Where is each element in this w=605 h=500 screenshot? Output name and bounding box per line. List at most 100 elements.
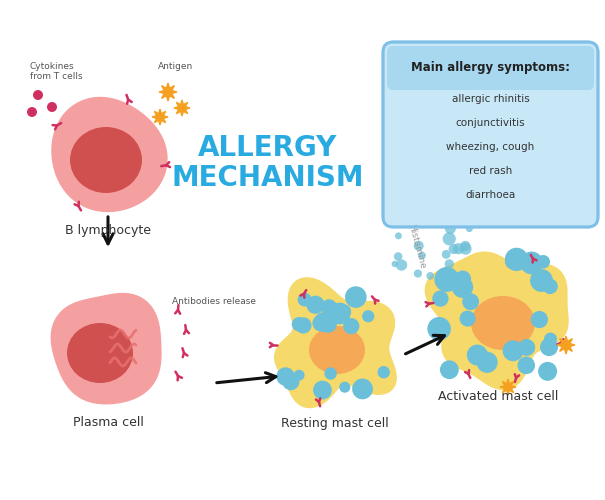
Circle shape (537, 255, 550, 268)
Circle shape (433, 290, 448, 306)
Circle shape (292, 317, 306, 332)
Circle shape (424, 210, 437, 222)
Text: Antibodies release: Antibodies release (172, 297, 256, 306)
Circle shape (544, 332, 557, 345)
Polygon shape (52, 98, 167, 212)
Circle shape (466, 226, 473, 232)
Ellipse shape (471, 296, 535, 350)
Circle shape (341, 306, 351, 318)
Circle shape (538, 362, 557, 381)
Polygon shape (557, 336, 575, 354)
Circle shape (391, 261, 398, 267)
Polygon shape (275, 278, 396, 407)
Polygon shape (174, 100, 190, 116)
Circle shape (33, 90, 43, 100)
Circle shape (314, 312, 334, 332)
Circle shape (517, 356, 535, 374)
Circle shape (442, 250, 451, 259)
Circle shape (47, 102, 57, 112)
Circle shape (531, 311, 548, 328)
Circle shape (414, 270, 422, 278)
Circle shape (518, 339, 535, 356)
Text: red rash: red rash (469, 166, 512, 176)
Circle shape (27, 107, 37, 117)
Circle shape (411, 206, 423, 218)
Circle shape (454, 270, 471, 287)
Circle shape (473, 349, 490, 366)
Circle shape (505, 254, 521, 269)
Circle shape (401, 215, 410, 224)
Circle shape (324, 368, 337, 380)
Ellipse shape (70, 127, 142, 193)
Circle shape (395, 232, 402, 239)
Circle shape (397, 212, 404, 219)
Circle shape (399, 212, 407, 219)
Text: Antigen: Antigen (158, 62, 193, 71)
Circle shape (396, 260, 407, 270)
FancyBboxPatch shape (387, 46, 594, 90)
Text: Histamine: Histamine (406, 224, 427, 270)
Circle shape (362, 310, 374, 322)
Circle shape (520, 252, 543, 274)
Circle shape (293, 370, 304, 380)
Text: wheezing, cough: wheezing, cough (446, 142, 535, 152)
Circle shape (445, 223, 456, 234)
Circle shape (352, 378, 373, 400)
Circle shape (427, 317, 451, 340)
Circle shape (295, 318, 312, 334)
Circle shape (319, 316, 337, 333)
Circle shape (445, 260, 454, 268)
Circle shape (503, 340, 523, 361)
Circle shape (453, 243, 464, 254)
Text: allergic rhinitis: allergic rhinitis (451, 94, 529, 104)
Circle shape (440, 360, 459, 379)
Text: Main allergy symptoms:: Main allergy symptoms: (411, 62, 570, 74)
Text: Resting mast cell: Resting mast cell (281, 417, 389, 430)
Circle shape (313, 380, 332, 400)
Circle shape (414, 241, 424, 251)
Polygon shape (500, 379, 516, 395)
Text: conjunctivitis: conjunctivitis (456, 118, 525, 128)
Circle shape (417, 208, 426, 216)
Circle shape (282, 373, 299, 390)
Circle shape (345, 286, 367, 308)
Circle shape (462, 294, 479, 310)
Text: Activated mast cell: Activated mast cell (438, 390, 558, 403)
Polygon shape (159, 83, 177, 101)
Circle shape (339, 382, 350, 392)
Circle shape (404, 214, 413, 224)
Circle shape (443, 232, 456, 245)
Circle shape (427, 272, 434, 280)
Circle shape (467, 344, 488, 366)
Circle shape (378, 366, 390, 378)
Text: ALLERGY: ALLERGY (198, 134, 338, 162)
Circle shape (306, 296, 324, 314)
Circle shape (460, 241, 471, 251)
Circle shape (449, 244, 459, 254)
Circle shape (453, 208, 463, 218)
Circle shape (343, 318, 359, 334)
Ellipse shape (67, 323, 133, 383)
Ellipse shape (309, 326, 365, 374)
FancyBboxPatch shape (383, 42, 598, 227)
Circle shape (443, 220, 451, 228)
Polygon shape (425, 252, 568, 390)
Circle shape (394, 252, 402, 261)
Circle shape (452, 276, 473, 298)
Text: diarrhoea: diarrhoea (465, 190, 515, 200)
Text: MECHANISM: MECHANISM (172, 164, 364, 192)
Polygon shape (51, 294, 161, 404)
Circle shape (462, 206, 476, 220)
Circle shape (276, 368, 295, 386)
Polygon shape (152, 109, 168, 125)
Circle shape (460, 310, 476, 326)
Circle shape (505, 248, 528, 271)
Text: B lymphocyte: B lymphocyte (65, 224, 151, 237)
Circle shape (388, 215, 402, 228)
Text: Plasma cell: Plasma cell (73, 416, 143, 429)
Circle shape (477, 352, 498, 373)
Text: Cytokines
from T cells: Cytokines from T cells (30, 62, 83, 82)
Circle shape (298, 292, 312, 306)
Circle shape (460, 242, 472, 254)
Circle shape (339, 304, 351, 316)
